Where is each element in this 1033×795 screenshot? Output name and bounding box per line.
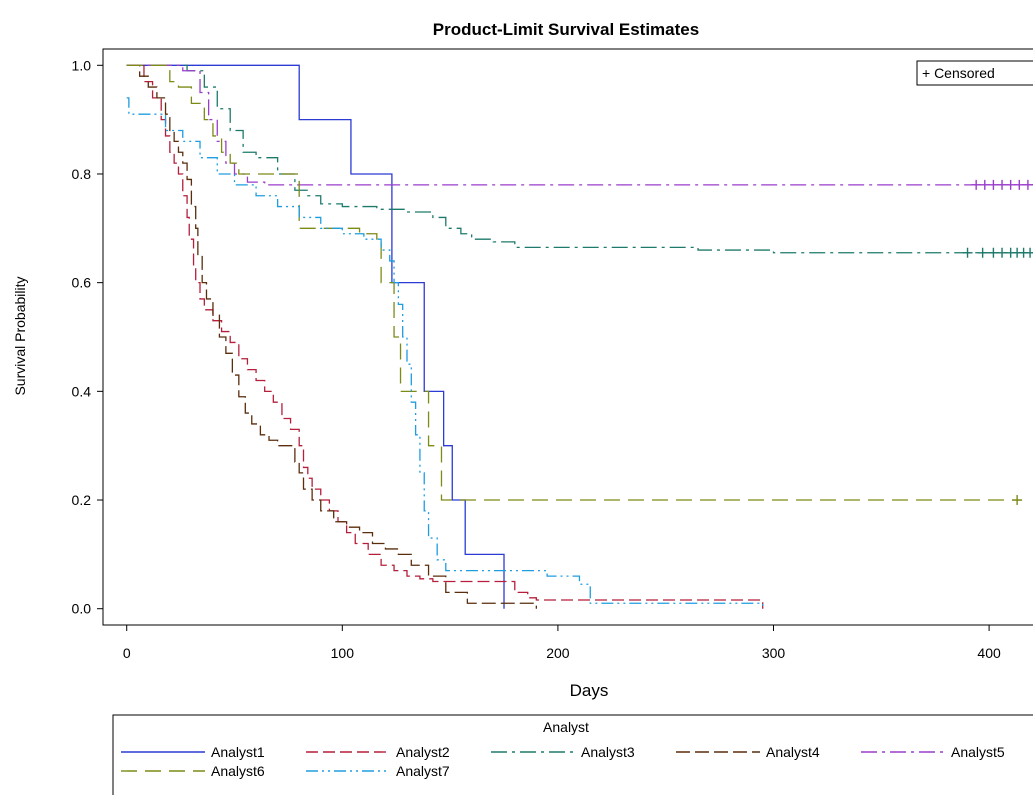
censored-mark	[962, 247, 973, 258]
censored-mark	[1005, 179, 1016, 190]
censored-mark	[977, 247, 988, 258]
censored-mark	[1022, 179, 1033, 190]
series-line-analyst7	[126, 97, 764, 609]
censored-mark	[979, 179, 990, 190]
censored-mark	[1014, 179, 1025, 190]
series-line-analyst1	[126, 64, 505, 609]
series-line-analyst5	[126, 64, 1033, 186]
series-line-analyst3	[126, 64, 1033, 254]
x-tick-label: 0	[123, 645, 131, 661]
x-tick-label: 400	[977, 645, 1001, 661]
series-line-analyst6	[126, 64, 1022, 501]
series-legend-box	[112, 714, 1033, 795]
x-tick-label: 300	[762, 645, 786, 661]
legend-title: Analyst	[543, 719, 589, 735]
legend-label: Analyst1	[211, 744, 265, 760]
legend-label: Analyst7	[396, 763, 450, 779]
legend-item-analyst4: Analyst4	[676, 744, 820, 760]
plot-area	[126, 64, 1033, 609]
legend-label: Analyst3	[581, 744, 635, 760]
legend-label: Analyst2	[396, 744, 450, 760]
legend-label: Analyst4	[766, 744, 820, 760]
series-line-analyst4	[126, 64, 537, 609]
legend-item-analyst3: Analyst3	[491, 744, 635, 760]
legend-item-analyst5: Analyst5	[861, 744, 1005, 760]
censored-mark	[988, 179, 999, 190]
legend-item-analyst6: Analyst6	[121, 763, 265, 779]
censored-legend-box	[916, 60, 1033, 86]
plot-frame	[102, 48, 1033, 626]
y-tick-label: 0.8	[72, 166, 92, 182]
censored-mark	[997, 247, 1008, 258]
x-axis-label: Days	[570, 681, 609, 700]
chart-title: Product-Limit Survival Estimates	[433, 20, 699, 39]
legend-item-analyst7: Analyst7	[306, 763, 450, 779]
y-axis-label: Survival Probability	[12, 276, 28, 395]
legend-item-analyst1: Analyst1	[121, 744, 265, 760]
y-tick-label: 0.4	[72, 383, 92, 399]
censored-mark	[1025, 247, 1033, 258]
y-tick-label: 0.6	[72, 275, 92, 291]
x-tick-label: 100	[331, 645, 355, 661]
censored-legend-label: + Censored	[922, 65, 995, 81]
y-tick-label: 1.0	[72, 57, 92, 73]
legend-label: Analyst6	[211, 763, 265, 779]
y-tick-label: 0.0	[72, 601, 92, 617]
censored-mark	[1012, 495, 1023, 506]
censored-mark	[997, 179, 1008, 190]
legend-item-analyst2: Analyst2	[306, 744, 450, 760]
series-legend: Analyst Analyst1 Analyst2 Analyst3 Analyst4…	[112, 714, 1033, 795]
censored-legend: + Censored	[916, 60, 1033, 86]
censored-mark	[988, 247, 999, 258]
legend-label: Analyst5	[951, 744, 1005, 760]
series-line-analyst2	[126, 64, 764, 609]
x-tick-label: 200	[546, 645, 570, 661]
axis-ticks: 0.0 0.2 0.4 0.6 0.8 1.0 0 100 200 300 400	[72, 57, 1001, 661]
y-tick-label: 0.2	[72, 492, 92, 508]
censored-mark	[971, 179, 982, 190]
